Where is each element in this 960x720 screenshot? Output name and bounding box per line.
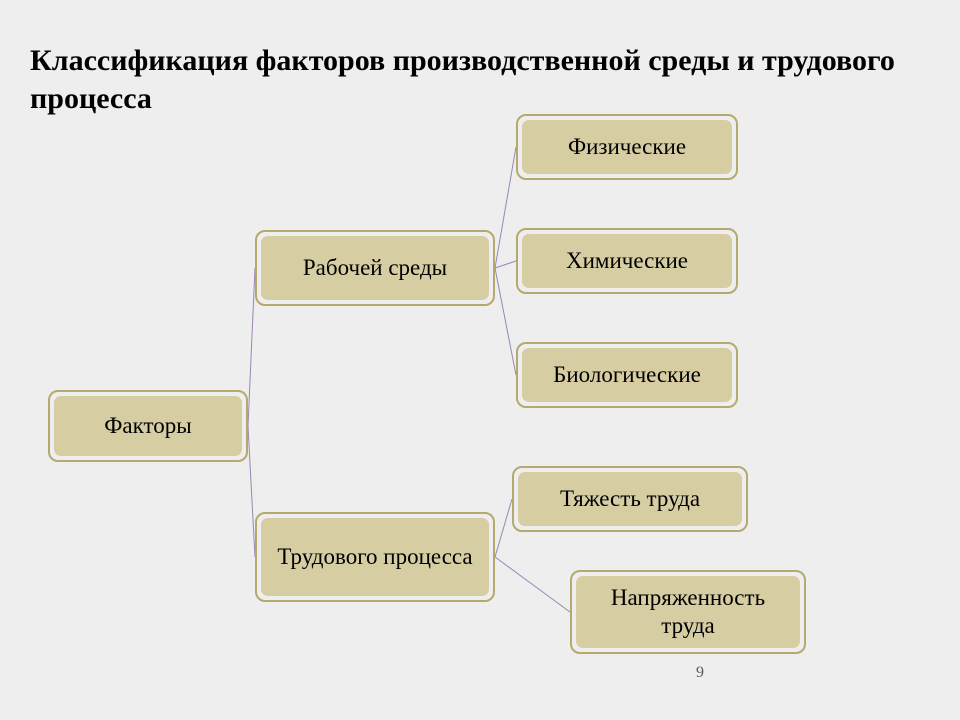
edge-proc-heavy: [495, 499, 512, 557]
node-chem: Химические: [516, 228, 738, 294]
node-heavy: Тяжесть труда: [512, 466, 748, 532]
slide: Классификация факторов производственной …: [0, 0, 960, 720]
node-proc: Трудового процесса: [255, 512, 495, 602]
node-phys: Физические: [516, 114, 738, 180]
node-proc-label: Трудового процесса: [261, 518, 489, 596]
edge-env-chem: [495, 261, 516, 268]
node-chem-label: Химические: [522, 234, 732, 288]
edge-env-bio: [495, 268, 516, 375]
node-root-label: Факторы: [54, 396, 242, 456]
node-bio-label: Биологические: [522, 348, 732, 402]
edge-root-proc: [248, 426, 255, 557]
slide-title: Классификация факторов производственной …: [30, 42, 910, 117]
node-tense-label: Напряженность труда: [576, 576, 800, 648]
node-env-label: Рабочей среды: [261, 236, 489, 300]
node-bio: Биологические: [516, 342, 738, 408]
node-heavy-label: Тяжесть труда: [518, 472, 742, 526]
edge-root-env: [248, 268, 255, 426]
node-env: Рабочей среды: [255, 230, 495, 306]
node-phys-label: Физические: [522, 120, 732, 174]
page-number: 9: [696, 664, 704, 682]
edge-proc-tense: [495, 557, 570, 612]
edge-env-phys: [495, 147, 516, 268]
node-tense: Напряженность труда: [570, 570, 806, 654]
node-root: Факторы: [48, 390, 248, 462]
